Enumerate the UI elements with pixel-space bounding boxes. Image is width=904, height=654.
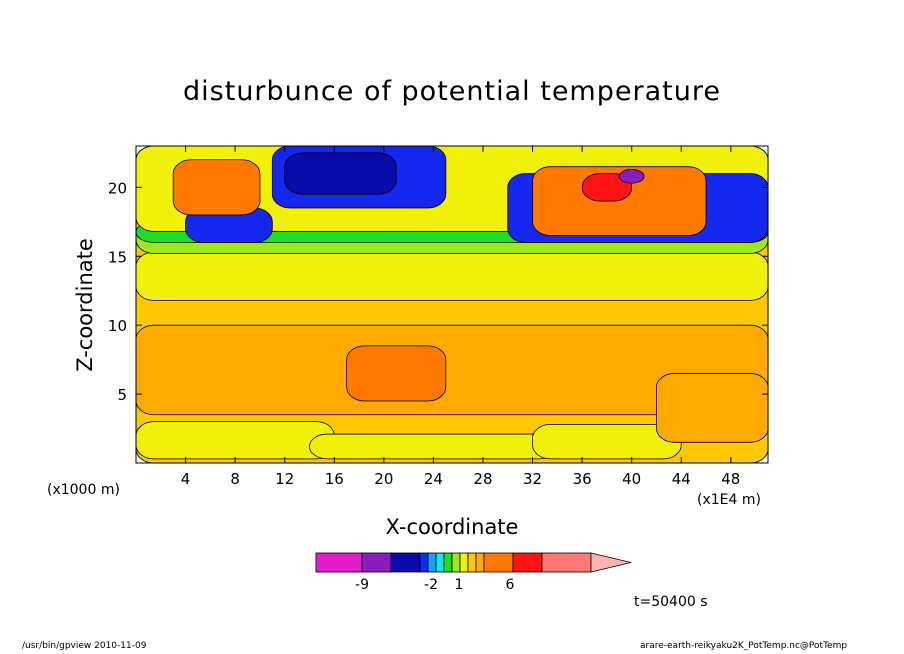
x-axis-label: X-coordinate xyxy=(385,515,519,539)
y-tick-label-20: 20 xyxy=(108,179,127,197)
time-label: t=50400 s xyxy=(634,594,708,610)
colorbar-segment-2 xyxy=(390,552,421,573)
x-tick-label-24: 24 xyxy=(424,470,443,488)
chart-title: disturbunce of potential temperature xyxy=(183,76,721,107)
x-tick-label-44: 44 xyxy=(672,470,691,488)
x-tick-label-8: 8 xyxy=(230,470,240,488)
x-tick-label-4: 4 xyxy=(181,470,191,488)
colorbar-segment-3 xyxy=(419,552,429,573)
field-region-14 xyxy=(284,152,397,195)
heatmap-field xyxy=(136,146,768,463)
colorbar: -9 -2 1 6 xyxy=(315,552,632,593)
x-tick-label-16: 16 xyxy=(325,470,344,488)
field-region-7 xyxy=(136,251,768,301)
field-region-15 xyxy=(172,159,261,216)
colorbar-segment-6 xyxy=(443,552,453,573)
colorbar-segment-13 xyxy=(541,552,592,573)
x-tick-label-48: 48 xyxy=(721,470,740,488)
colorbar-segment-10 xyxy=(475,552,485,573)
x-tick-label-32: 32 xyxy=(523,470,542,488)
colorbar-segment-1 xyxy=(361,552,392,573)
colorbar-segment-8 xyxy=(459,552,469,573)
x-tick-label-28: 28 xyxy=(473,470,492,488)
colorbar-arrow xyxy=(590,552,632,573)
colorbar-segment-7 xyxy=(451,552,461,573)
colorbar-segment-12 xyxy=(512,552,543,573)
x-scale-label: (x1E4 m) xyxy=(697,492,761,508)
colorbar-tick-label-3: 6 xyxy=(506,577,515,593)
y-tick-label-15: 15 xyxy=(108,248,127,266)
footer-program-date: /usr/bin/gpview 2010-11-09 xyxy=(22,641,147,651)
plot-frame xyxy=(135,145,769,464)
colorbar-tick-label-0: -9 xyxy=(355,577,369,593)
x-unit-label: (x1000 m) xyxy=(47,482,120,498)
y-axis-label: Z-coordinate xyxy=(73,238,97,372)
footer-file-name: arare-earth-reikyaku2K_PotTemp.nc@PotTem… xyxy=(640,641,848,651)
field-region-5 xyxy=(346,345,447,402)
x-tick-label-20: 20 xyxy=(374,470,393,488)
x-tick-label-12: 12 xyxy=(275,470,294,488)
colorbar-segment-0 xyxy=(315,552,363,573)
x-tick-label-40: 40 xyxy=(622,470,641,488)
y-tick-label-10: 10 xyxy=(108,317,127,335)
colorbar-segment-4 xyxy=(427,552,437,573)
field-region-4 xyxy=(136,324,768,416)
colorbar-tick-label-1: -2 xyxy=(424,577,438,593)
colorbar-segment-9 xyxy=(467,552,477,573)
x-tick-label-36: 36 xyxy=(573,470,592,488)
field-region-1 xyxy=(136,421,335,460)
colorbar-segment-11 xyxy=(483,552,514,573)
y-tick-label-5: 5 xyxy=(117,386,127,404)
field-region-2 xyxy=(309,433,558,460)
colorbar-segment-5 xyxy=(435,552,445,573)
field-region-16 xyxy=(532,166,707,236)
field-region-18 xyxy=(618,169,645,184)
colorbar-tick-label-2: 1 xyxy=(455,577,464,593)
field-region-6 xyxy=(656,373,768,443)
field-region-17 xyxy=(581,173,633,202)
